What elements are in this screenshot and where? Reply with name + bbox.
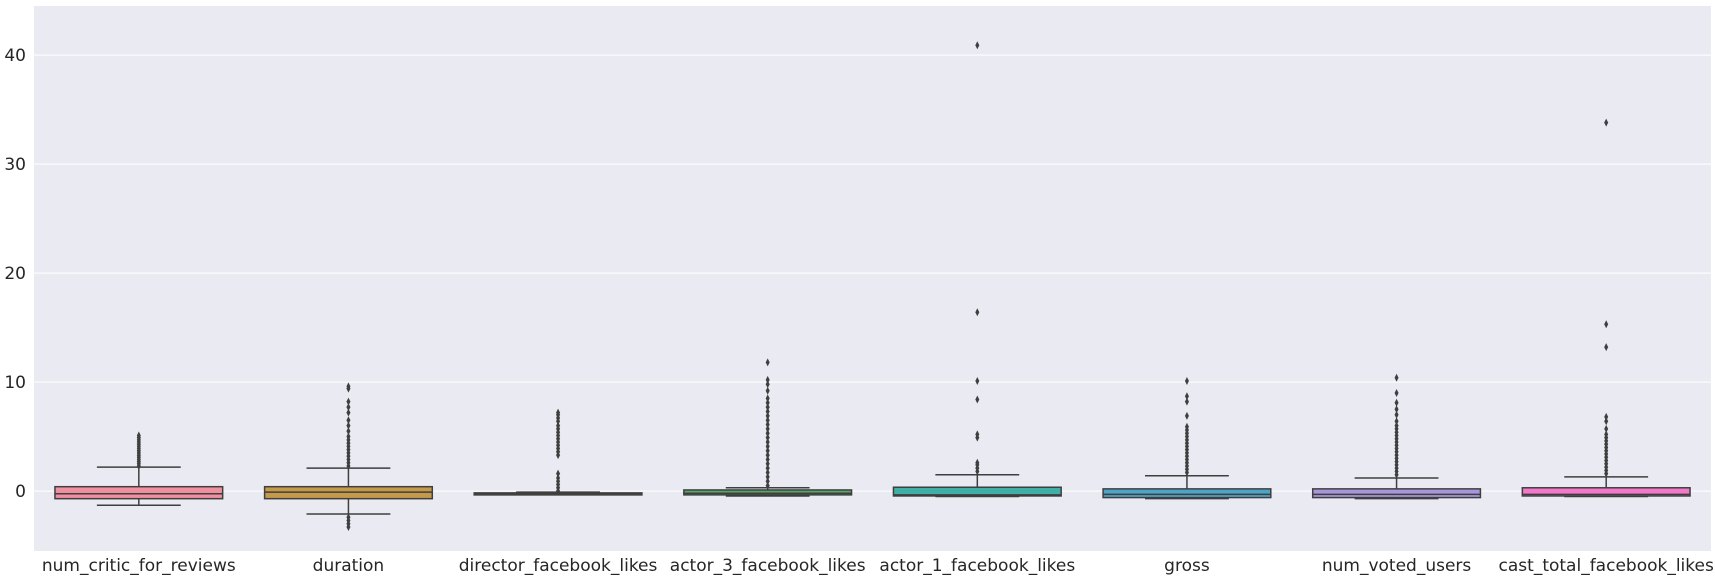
outlier-point bbox=[765, 407, 770, 416]
outlier-point bbox=[136, 431, 141, 440]
outlier-point bbox=[765, 446, 770, 455]
outlier-point bbox=[556, 469, 561, 478]
box-iqr bbox=[683, 489, 853, 496]
outlier-point bbox=[1394, 410, 1399, 419]
outlier-point bbox=[1604, 343, 1609, 352]
outlier-point bbox=[346, 523, 351, 532]
outlier-point bbox=[975, 395, 980, 404]
outlier-point bbox=[1394, 417, 1399, 426]
outlier-point bbox=[975, 41, 980, 50]
box-series bbox=[54, 431, 224, 506]
outlier-point bbox=[1604, 320, 1609, 329]
outlier-point bbox=[1394, 373, 1399, 382]
box-group bbox=[54, 41, 1691, 532]
outlier-point bbox=[765, 459, 770, 468]
outlier-point bbox=[1394, 405, 1399, 414]
outlier-point bbox=[975, 458, 980, 467]
outlier-point bbox=[765, 429, 770, 438]
outlier-point bbox=[556, 408, 561, 417]
outlier-point bbox=[765, 394, 770, 403]
outlier-point bbox=[765, 455, 770, 464]
outlier-point bbox=[1394, 421, 1399, 430]
box-iqr bbox=[1521, 487, 1691, 497]
x-tick-label: director_facebook_likes bbox=[459, 556, 658, 576]
box-series bbox=[1102, 376, 1272, 500]
box-series bbox=[1311, 373, 1482, 500]
y-tick-label: 40 bbox=[4, 46, 26, 66]
x-tick-label: num_critic_for_reviews bbox=[42, 556, 236, 576]
outlier-point bbox=[765, 424, 770, 433]
outlier-point bbox=[765, 398, 770, 407]
outlier-point bbox=[765, 438, 770, 446]
outlier-point bbox=[765, 358, 770, 367]
box-series bbox=[1521, 118, 1691, 498]
outlier-point bbox=[1604, 417, 1609, 426]
outlier-point bbox=[765, 411, 770, 420]
outlier-point bbox=[556, 421, 561, 430]
outlier-point bbox=[346, 397, 351, 406]
outlier-point bbox=[765, 416, 770, 425]
outlier-point bbox=[1184, 411, 1189, 420]
outlier-point bbox=[765, 386, 770, 395]
x-tick-label: cast_total_facebook_likes bbox=[1499, 556, 1714, 576]
outlier-point bbox=[765, 442, 770, 451]
outlier-point bbox=[975, 430, 980, 439]
y-axis-tick-labels: 0 10 20 30 40 bbox=[4, 46, 26, 502]
box-series bbox=[473, 408, 643, 496]
outlier-point bbox=[765, 477, 770, 486]
y-tick-label: 0 bbox=[15, 482, 26, 502]
x-tick-label: gross bbox=[1164, 556, 1210, 576]
outlier-point bbox=[346, 421, 351, 430]
x-tick-label: actor_1_facebook_likes bbox=[879, 556, 1075, 576]
outlier-point bbox=[1184, 422, 1189, 431]
y-tick-label: 20 bbox=[4, 264, 26, 284]
outlier-point bbox=[765, 433, 770, 442]
outlier-point bbox=[765, 403, 770, 412]
outlier-point bbox=[765, 481, 770, 490]
box-iqr bbox=[54, 485, 224, 500]
outlier-point bbox=[1604, 412, 1609, 421]
outlier-point bbox=[975, 308, 980, 317]
box-series bbox=[263, 382, 434, 532]
box-iqr bbox=[1311, 488, 1482, 499]
outlier-point bbox=[1604, 430, 1609, 439]
outlier-point bbox=[346, 382, 351, 391]
outlier-point bbox=[765, 375, 770, 384]
box-iqr bbox=[1102, 488, 1272, 499]
x-tick-label: actor_3_facebook_likes bbox=[670, 556, 866, 576]
outlier-point bbox=[1604, 118, 1609, 127]
outlier-point bbox=[346, 403, 351, 412]
outlier-point bbox=[1184, 376, 1189, 385]
outlier-point bbox=[346, 432, 351, 441]
outlier-point bbox=[346, 427, 351, 436]
outlier-point bbox=[1184, 397, 1189, 406]
plot-background bbox=[34, 6, 1711, 551]
outlier-point bbox=[765, 451, 770, 460]
y-tick-label: 30 bbox=[4, 155, 26, 175]
x-tick-label: duration bbox=[313, 556, 385, 576]
box-series bbox=[683, 358, 853, 497]
x-axis-tick-labels: num_critic_for_reviews duration director_f… bbox=[42, 556, 1714, 576]
outlier-point bbox=[1604, 424, 1609, 433]
outlier-point bbox=[765, 468, 770, 477]
outlier-point bbox=[1394, 398, 1399, 407]
box-iqr bbox=[892, 486, 1062, 497]
outlier-point bbox=[346, 408, 351, 417]
outlier-point bbox=[765, 464, 770, 473]
outlier-point bbox=[346, 416, 351, 425]
x-tick-label: num_voted_users bbox=[1322, 556, 1472, 576]
y-tick-label: 10 bbox=[4, 373, 26, 393]
box-series bbox=[892, 41, 1062, 498]
outlier-point bbox=[765, 420, 770, 429]
outlier-point bbox=[765, 472, 770, 481]
outlier-point bbox=[975, 376, 980, 385]
outlier-point bbox=[765, 380, 770, 389]
outlier-point bbox=[556, 473, 561, 482]
outlier-point bbox=[1184, 392, 1189, 401]
outlier-point bbox=[1394, 388, 1399, 397]
